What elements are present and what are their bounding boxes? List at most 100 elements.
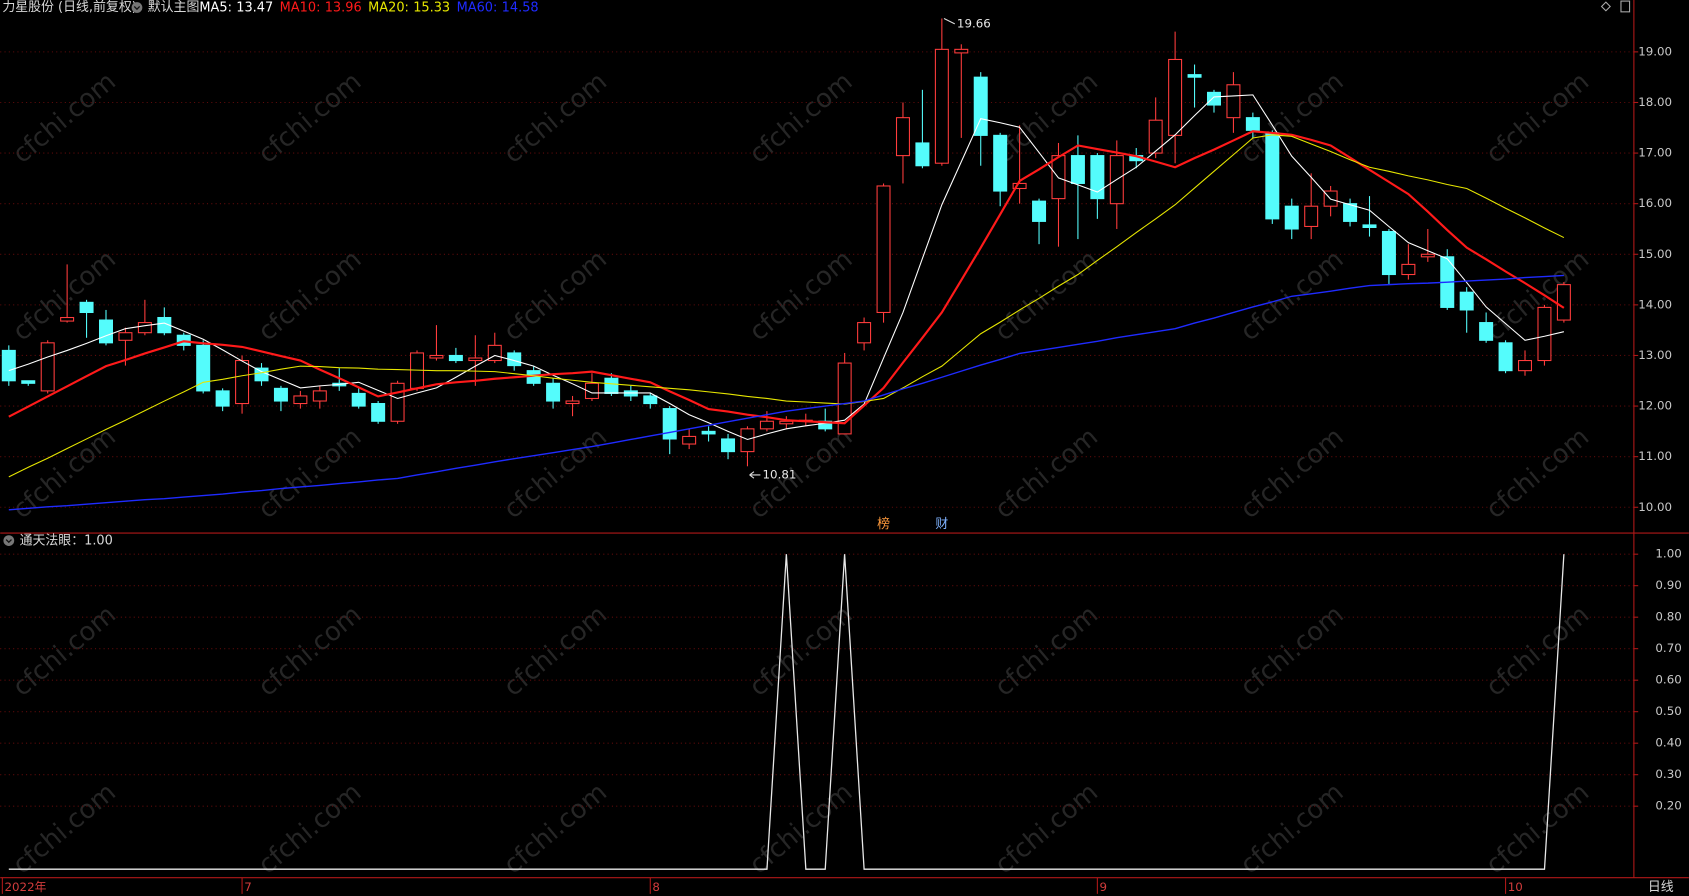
y-tick-label: 0.60 — [1655, 673, 1681, 687]
candle-body — [1556, 284, 1571, 321]
ma-line — [8, 130, 1565, 425]
period-label[interactable]: 日线 — [1648, 880, 1674, 895]
candle-body — [895, 117, 910, 157]
candle-body — [876, 185, 891, 314]
legend-name: MA5: — [199, 0, 232, 15]
candle-body — [701, 430, 716, 435]
x-tick-label: 10 — [1508, 880, 1523, 894]
candle-body — [99, 319, 114, 344]
candle-body — [662, 408, 677, 440]
candle-body — [60, 316, 75, 322]
y-tick-label: 15.00 — [1638, 247, 1672, 261]
candle-body — [643, 395, 658, 405]
legend-value: 13.47 — [236, 0, 273, 15]
candle-body — [857, 322, 872, 344]
y-tick-label: 19.00 — [1638, 44, 1672, 58]
y-tick-label: 0.70 — [1655, 641, 1681, 655]
candle-body — [157, 316, 172, 334]
y-tick-label: 11.00 — [1638, 449, 1672, 463]
event-marker[interactable]: 榜 — [877, 516, 890, 532]
legend-value: 14.58 — [502, 0, 539, 15]
x-tick-label: 9 — [1100, 880, 1108, 894]
legend: MA5: 13.47 MA10: 13.96 MA20: 15.33 MA60: 14.58 — [199, 0, 538, 15]
toolbar-icon[interactable] — [1600, 1, 1611, 12]
candle-body — [468, 357, 483, 362]
toolbar-icon[interactable] — [1620, 0, 1631, 13]
y-tick-label: 16.00 — [1638, 196, 1672, 210]
indicator-title: 通天法眼：1.00 — [20, 533, 113, 548]
legend-entry: MA10: 13.96 — [280, 0, 362, 15]
y-tick-label: 0.40 — [1655, 736, 1681, 750]
candle-body — [40, 342, 55, 392]
x-tick-label: 7 — [244, 880, 252, 894]
candle-body — [429, 354, 444, 359]
legend-name: MA20: — [368, 0, 409, 15]
candle-body — [721, 438, 736, 453]
menu-icon[interactable] — [3, 535, 15, 546]
candle-body — [215, 390, 230, 407]
menu-icon[interactable] — [131, 2, 143, 13]
candle-body — [1420, 253, 1435, 258]
candle-body — [973, 76, 988, 136]
ma-line — [8, 94, 1565, 441]
event-marker[interactable]: 财 — [935, 517, 948, 532]
candle-body — [1537, 306, 1552, 362]
x-tick-label: 2022年 — [5, 880, 47, 894]
y-tick-label: 13.00 — [1638, 348, 1672, 362]
candle-body — [390, 382, 405, 422]
indicator-line — [8, 554, 1565, 870]
y-tick-label: 10.00 — [1638, 500, 1672, 514]
annotation-label: 10.81 — [763, 467, 797, 481]
legend-name: MA10: — [280, 0, 321, 15]
legend-value: 13.96 — [325, 0, 362, 15]
legend-entry: MA5: 13.47 — [199, 0, 273, 15]
candle-body — [1401, 263, 1416, 276]
candle-body — [1148, 119, 1163, 154]
candle-body — [312, 390, 327, 402]
candle-body — [1304, 205, 1319, 227]
legend-entry: MA20: 15.33 — [368, 0, 450, 15]
candle-body — [1187, 74, 1202, 78]
candle-body — [740, 428, 755, 453]
chart-title: 力星股份 (日线,前复权) — [2, 0, 136, 15]
chart-subtitle: 默认主图 — [148, 0, 200, 15]
legend-value: 15.33 — [413, 0, 450, 15]
candle-body — [1226, 84, 1241, 119]
annotation-label: 19.66 — [957, 16, 991, 30]
candle-body — [254, 367, 269, 382]
candle-body — [1168, 58, 1183, 136]
candle-body — [1032, 200, 1047, 222]
candle-body — [584, 382, 599, 400]
candle-body — [1206, 91, 1221, 106]
candle-body — [1, 349, 16, 382]
candle-body — [1265, 132, 1280, 220]
candle-body — [273, 387, 288, 402]
axes: 10.00 11.00 12.00 13.00 14.00 15.00 16.00 17.00… — [1, 44, 1682, 894]
menu-icon-glyph — [133, 6, 141, 11]
y-tick-label: 0.30 — [1655, 767, 1681, 781]
y-tick-label: 12.00 — [1638, 399, 1672, 413]
y-tick-label: 17.00 — [1638, 146, 1672, 160]
candle-body — [351, 392, 366, 407]
candle-body — [1479, 322, 1494, 341]
candle-body — [565, 400, 580, 405]
candle-body — [934, 48, 949, 164]
candle-body — [371, 403, 386, 422]
candle-body — [1381, 230, 1396, 276]
y-tick-label: 0.50 — [1655, 704, 1681, 718]
x-tick-label: 8 — [652, 880, 660, 894]
candle-body — [118, 332, 133, 341]
legend-name: MA60: — [457, 0, 498, 15]
legend-entry: MA60: 14.58 — [457, 0, 539, 15]
y-tick-label: 0.90 — [1655, 578, 1681, 592]
candle-body — [759, 420, 774, 430]
candle-body — [137, 322, 152, 334]
indicator-latest: 1.00 — [84, 533, 113, 548]
y-tick-label: 14.00 — [1638, 297, 1672, 311]
candle-body — [993, 134, 1008, 192]
candle-body — [21, 380, 36, 384]
candle-body — [837, 362, 852, 435]
